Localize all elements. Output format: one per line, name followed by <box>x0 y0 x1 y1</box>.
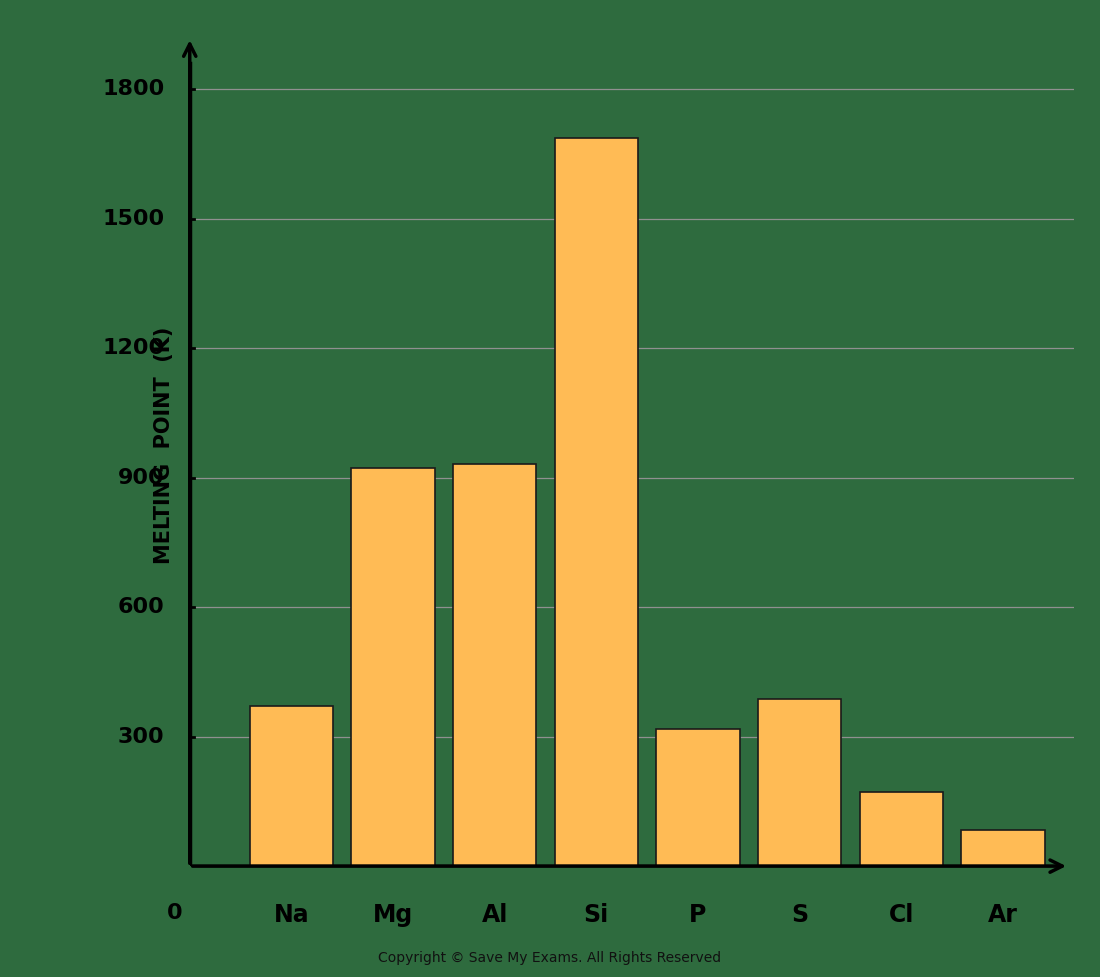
Text: 900: 900 <box>118 468 164 488</box>
Text: Ar: Ar <box>988 903 1018 927</box>
Bar <box>758 699 842 867</box>
Text: Mg: Mg <box>373 903 414 927</box>
Bar <box>859 792 943 867</box>
Bar <box>351 468 435 867</box>
Text: Copyright © Save My Exams. All Rights Reserved: Copyright © Save My Exams. All Rights Re… <box>378 952 722 965</box>
Text: Cl: Cl <box>889 903 914 927</box>
Y-axis label: MELTING  POINT  (K): MELTING POINT (K) <box>154 326 174 564</box>
Text: Na: Na <box>274 903 309 927</box>
Text: 300: 300 <box>118 727 164 746</box>
Bar <box>250 706 333 867</box>
Text: S: S <box>791 903 808 927</box>
Text: 600: 600 <box>118 597 164 617</box>
Text: 0: 0 <box>167 903 183 923</box>
Text: 1500: 1500 <box>102 209 164 229</box>
Text: 1800: 1800 <box>102 79 164 100</box>
Bar <box>657 730 739 867</box>
Bar <box>554 138 638 867</box>
Text: 1200: 1200 <box>102 338 164 359</box>
Bar <box>961 829 1045 867</box>
Text: Al: Al <box>482 903 508 927</box>
Bar <box>453 463 537 867</box>
Text: Si: Si <box>584 903 609 927</box>
Text: P: P <box>690 903 706 927</box>
